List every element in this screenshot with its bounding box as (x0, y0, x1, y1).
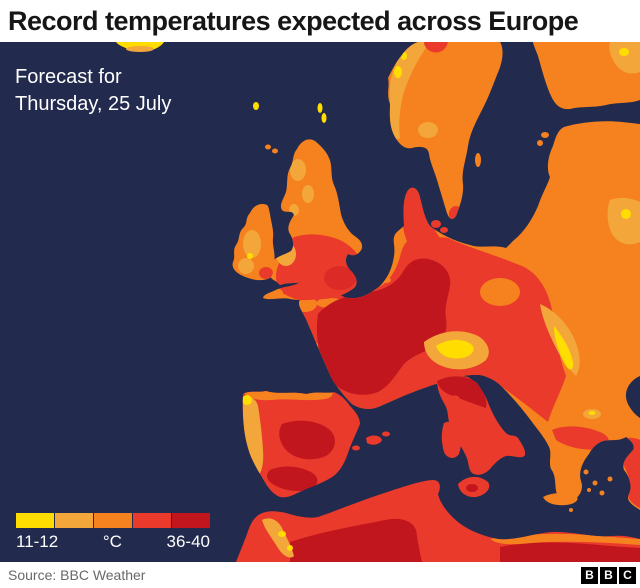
legend-min-label: 11-12 (16, 532, 59, 551)
small-islands (116, 42, 613, 512)
headline: Record temperatures expected across Euro… (8, 5, 579, 36)
legend-unit-label: °C (102, 532, 122, 551)
legend-labels: 11-12 °C 36-40 (16, 532, 210, 552)
ireland-landmass (232, 203, 275, 281)
finland-landmass (533, 42, 640, 110)
europe-temperature-map (0, 42, 640, 562)
legend-max-label: 36-40 (166, 532, 210, 551)
ireland-temperature-shading (238, 230, 273, 279)
great-britain-landmass (263, 139, 363, 301)
legend-color-bar (16, 513, 210, 528)
source-text: Source: BBC Weather (8, 567, 146, 583)
danish-islands (431, 220, 448, 233)
north-africa-temperature-shading (262, 518, 640, 562)
map-container: Forecast for Thursday, 25 July 11-12 °C … (0, 42, 640, 562)
balearic-islands (352, 431, 390, 451)
legend-swatch (55, 513, 93, 528)
gotland-island (475, 153, 481, 167)
faroe-islands (253, 102, 259, 110)
bbc-logo-block: B (600, 566, 617, 584)
crete-island (543, 493, 578, 506)
legend-swatch (16, 513, 54, 528)
bbc-logo-block: C (619, 566, 636, 584)
corsica-island (449, 395, 461, 418)
orkney-islands (265, 144, 278, 154)
header: Record temperatures expected across Euro… (0, 0, 640, 42)
forecast-line-1: Forecast for (15, 66, 122, 88)
scandinavia-landmass (388, 42, 503, 219)
forecast-line-2: Thursday, 25 July (15, 93, 172, 115)
shetland-islands (317, 103, 327, 123)
legend-swatch (133, 513, 171, 528)
north-africa-landmass (236, 480, 640, 562)
forecast-annotation: Forecast for Thursday, 25 July (15, 64, 171, 118)
legend-swatch (172, 513, 210, 528)
italy-landmass (437, 375, 526, 498)
estonian-islands (537, 132, 549, 146)
sardinia-island (441, 421, 461, 458)
continental-europe-landmass (298, 121, 640, 511)
temperature-legend: 11-12 °C 36-40 (16, 513, 210, 552)
finland-temperature-shading (609, 42, 640, 74)
aegean-islands (569, 469, 613, 512)
bbc-logo-block: B (581, 566, 598, 584)
legend-swatch (94, 513, 132, 528)
continental-europe-temperature-shading (298, 187, 640, 508)
italy-temperature-shading (437, 376, 487, 492)
